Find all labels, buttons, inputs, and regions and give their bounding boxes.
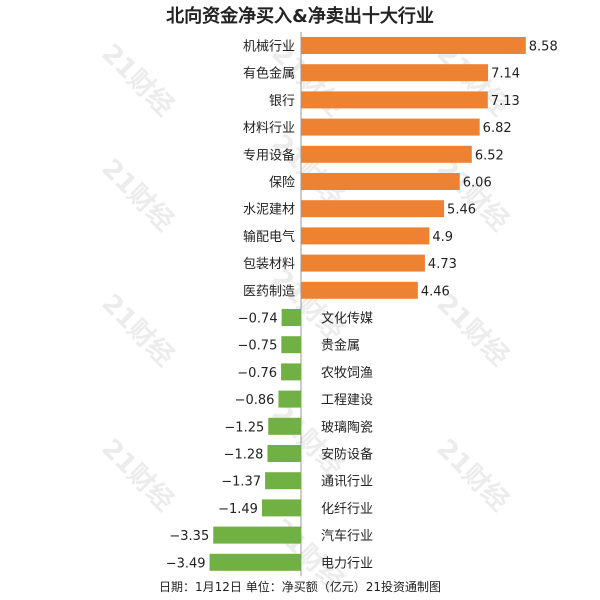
value-label: 6.06: [463, 176, 492, 191]
chart-title: 北向资金净买入&净卖出十大行业: [166, 6, 434, 27]
bar-net-sell: [265, 472, 301, 490]
category-label: 玻璃陶瓷: [321, 419, 373, 435]
category-label: 专用设备: [243, 147, 295, 163]
category-label: 工程建设: [321, 393, 373, 408]
category-label: 保险: [269, 176, 295, 191]
value-label: 4.46: [421, 284, 450, 299]
category-label: 文化传媒: [321, 312, 373, 327]
category-label: 包装材料: [243, 257, 295, 272]
value-label: 8.58: [529, 40, 558, 55]
category-label: 汽车行业: [321, 528, 373, 544]
bar-net-sell: [267, 445, 301, 462]
category-label: 安防设备: [321, 447, 373, 463]
bar-net-buy: [301, 37, 526, 54]
category-label: 银行: [269, 94, 295, 109]
category-label: 农牧饲渔: [321, 366, 373, 381]
chart-footer: 日期：1月12日 单位：净买额（亿元）21投资通制图: [159, 580, 441, 594]
category-label: 材料行业: [243, 121, 295, 136]
bar-net-buy: [301, 227, 430, 245]
value-label: −0.86: [235, 393, 275, 408]
bar-net-sell: [209, 553, 301, 571]
category-label: 电力行业: [321, 556, 373, 571]
bar-net-buy: [301, 281, 418, 299]
category-label: 通讯行业: [321, 475, 373, 490]
value-label: −0.76: [237, 366, 277, 381]
value-label: 4.9: [432, 230, 453, 245]
value-label: 7.14: [491, 67, 520, 82]
bar-net-sell: [281, 336, 301, 354]
bar-net-sell: [261, 499, 301, 517]
bar-net-sell: [281, 363, 301, 381]
value-label: −1.49: [218, 502, 258, 517]
category-label: 化纤行业: [321, 502, 373, 517]
value-label: −3.35: [169, 529, 209, 544]
category-label: 输配电气: [243, 229, 295, 245]
bar-net-sell: [281, 309, 301, 326]
value-label: 6.82: [483, 121, 512, 136]
bar-net-buy: [301, 64, 489, 82]
value-label: −1.28: [224, 448, 264, 463]
bar-net-sell: [278, 390, 301, 408]
bar-net-buy: [301, 118, 480, 136]
value-label: −0.74: [238, 312, 278, 327]
bar-net-buy: [301, 200, 445, 218]
value-label: −1.25: [224, 420, 264, 435]
category-label: 水泥建材: [243, 203, 295, 218]
category-label: 医药制造: [243, 284, 295, 299]
bar-net-buy: [301, 173, 460, 190]
value-label: −1.37: [221, 475, 261, 490]
category-label: 贵金属: [321, 338, 360, 354]
value-label: 7.13: [491, 94, 520, 109]
bar-net-buy: [301, 91, 488, 109]
bar-net-sell: [268, 417, 301, 435]
bar-net-buy: [301, 254, 425, 272]
category-label: 机械行业: [243, 40, 295, 55]
category-label: 有色金属: [243, 66, 295, 82]
value-label: 6.52: [475, 148, 504, 163]
bar-net-sell: [213, 526, 301, 544]
value-label: −3.49: [166, 556, 206, 571]
bar-net-buy: [301, 145, 472, 163]
value-label: −0.75: [238, 339, 278, 354]
value-label: 5.46: [447, 203, 476, 218]
value-label: 4.73: [428, 257, 457, 272]
